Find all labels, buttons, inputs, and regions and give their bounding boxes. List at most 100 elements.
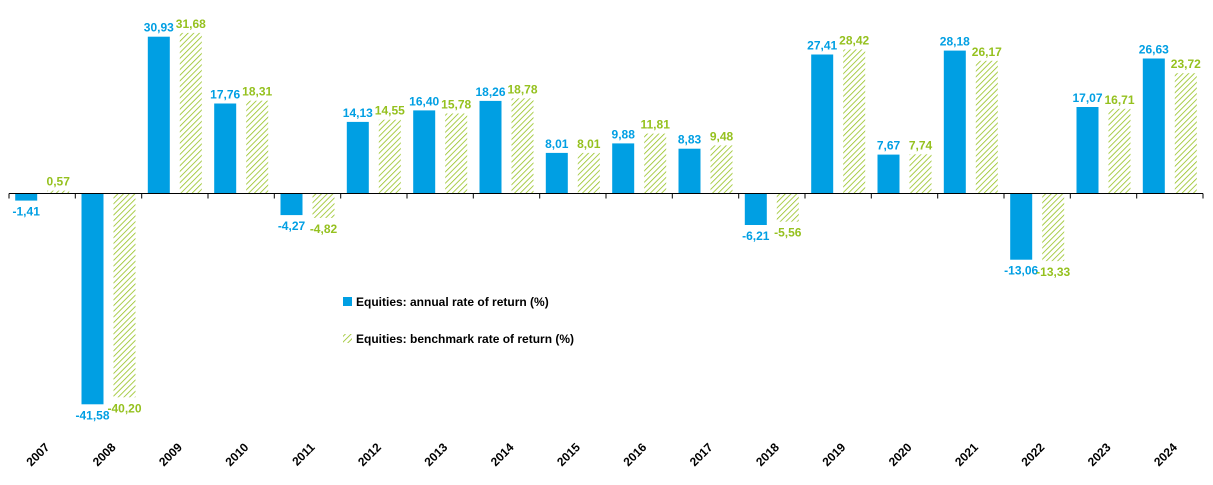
bar-annual-2007 [15, 193, 38, 201]
data-label-annual-2024: 26,63 [1139, 43, 1169, 57]
bar-annual-2011 [280, 193, 303, 216]
bar-benchmark-2012 [378, 119, 401, 194]
x-tick-label-2014: 2014 [488, 440, 517, 469]
bar-benchmark-2021 [975, 60, 998, 194]
data-label-benchmark-2014: 18,78 [507, 82, 537, 96]
data-label-benchmark-2019: 28,42 [839, 33, 869, 47]
bar-annual-2012 [346, 121, 369, 194]
bar-benchmark-2023 [1108, 108, 1131, 194]
x-tick-label-2011: 2011 [289, 440, 318, 469]
data-label-benchmark-2017: 9,48 [710, 129, 734, 143]
data-label-annual-2010: 17,76 [210, 88, 240, 102]
x-tick-label-2016: 2016 [621, 440, 650, 469]
bar-annual-2017 [678, 148, 701, 194]
bar-benchmark-2007 [47, 190, 70, 194]
data-label-annual-2022: -13,06 [1004, 264, 1038, 278]
data-label-benchmark-2023: 16,71 [1104, 93, 1134, 107]
x-tick-label-2010: 2010 [223, 440, 252, 469]
bar-benchmark-2008 [113, 193, 136, 398]
x-tick-label-2022: 2022 [1019, 440, 1048, 469]
data-label-annual-2007: -1,41 [13, 205, 41, 219]
data-label-benchmark-2013: 15,78 [441, 98, 471, 112]
bar-benchmark-2011 [312, 193, 335, 218]
legend: Equities: annual rate of return (%) Equi… [343, 295, 574, 346]
data-label-benchmark-2015: 8,01 [577, 137, 601, 151]
x-tick-label-2021: 2021 [952, 440, 981, 469]
legend-label-annual: Equities: annual rate of return (%) [356, 295, 549, 309]
bar-annual-2009 [147, 36, 170, 194]
value-labels: -1,41 0,57 -41,58-40,20 30,93 31,68 17,76 18,3… [13, 17, 1202, 422]
x-tick-label-2008: 2008 [90, 440, 119, 469]
x-tick-label-2009: 2009 [156, 440, 185, 469]
data-label-annual-2014: 18,26 [475, 85, 505, 99]
bar-benchmark-2016 [644, 133, 667, 194]
data-label-benchmark-2012: 14,55 [375, 104, 405, 118]
data-label-annual-2016: 9,88 [612, 127, 636, 141]
x-tick-label-2017: 2017 [687, 440, 716, 469]
data-label-benchmark-2022: -13,33 [1036, 265, 1070, 279]
data-label-benchmark-2024: 23,72 [1171, 57, 1201, 71]
bar-annual-2023 [1076, 107, 1099, 194]
bar-annual-2013 [413, 110, 436, 194]
data-label-annual-2023: 17,07 [1072, 91, 1102, 105]
data-label-benchmark-2007: 0,57 [47, 175, 71, 189]
bar-annual-2010 [214, 103, 237, 194]
bar-benchmark-2013 [445, 113, 468, 194]
bar-benchmark-2015 [577, 152, 600, 194]
bar-benchmark-2019 [843, 49, 866, 194]
x-axis [8, 193, 1204, 199]
x-tick-label-2023: 2023 [1085, 440, 1114, 469]
legend-swatch-annual [343, 297, 352, 306]
bar-annual-2016 [612, 143, 635, 194]
legend-swatch-benchmark [343, 334, 352, 343]
data-label-benchmark-2018: -5,56 [774, 226, 802, 240]
data-label-benchmark-2016: 11,81 [641, 118, 671, 132]
data-label-annual-2015: 8,01 [545, 137, 569, 151]
bar-annual-2022 [1010, 193, 1033, 260]
data-label-benchmark-2021: 26,17 [972, 45, 1002, 59]
bar-benchmark-2009 [179, 32, 202, 194]
data-label-annual-2018: -6,21 [742, 229, 770, 243]
bar-benchmark-2020 [909, 154, 932, 194]
bar-benchmark-2010 [246, 100, 269, 194]
x-tick-label-2015: 2015 [554, 440, 583, 469]
data-label-benchmark-2020: 7,74 [909, 138, 933, 152]
x-tick-label-2019: 2019 [820, 440, 849, 469]
x-tick-label-2024: 2024 [1151, 440, 1180, 469]
x-tick-label-2007: 2007 [24, 440, 53, 469]
data-label-benchmark-2008: -40,20 [107, 401, 141, 415]
data-label-annual-2008: -41,58 [75, 408, 109, 422]
data-label-benchmark-2009: 31,68 [176, 17, 206, 31]
data-label-annual-2019: 27,41 [807, 39, 837, 53]
bar-annual-2018 [744, 193, 767, 225]
bar-benchmark-2022 [1042, 193, 1065, 262]
data-label-annual-2009: 30,93 [144, 21, 174, 35]
data-label-annual-2011: -4,27 [278, 219, 306, 233]
bar-annual-2021 [943, 50, 966, 194]
bar-annual-2015 [545, 152, 568, 194]
bar-benchmark-2018 [776, 193, 799, 222]
legend-label-benchmark: Equities: benchmark rate of return (%) [356, 332, 574, 346]
bar-annual-2024 [1142, 58, 1165, 194]
bar-benchmark-2014 [511, 98, 534, 194]
x-tick-label-2020: 2020 [886, 440, 915, 469]
bar-annual-2020 [877, 154, 900, 194]
data-label-annual-2012: 14,13 [343, 106, 373, 120]
data-label-annual-2013: 16,40 [409, 94, 439, 108]
data-label-annual-2020: 7,67 [877, 139, 901, 153]
data-label-annual-2017: 8,83 [678, 133, 702, 147]
bar-annual-2008 [81, 193, 104, 405]
bars-layer [15, 32, 1197, 405]
x-tick-label-2018: 2018 [753, 440, 782, 469]
bar-annual-2019 [811, 54, 834, 194]
data-label-benchmark-2010: 18,31 [242, 85, 272, 99]
bar-benchmark-2024 [1174, 73, 1197, 194]
bar-annual-2014 [479, 100, 502, 194]
bar-benchmark-2017 [710, 145, 733, 194]
x-tick-labels: 2007 2008 2009 2010 2011 2012 2013 2014 2015 2016… [24, 440, 1181, 469]
data-label-benchmark-2011: -4,82 [310, 222, 338, 236]
x-tick-label-2012: 2012 [355, 440, 384, 469]
x-tick-label-2013: 2013 [422, 440, 451, 469]
data-label-annual-2021: 28,18 [940, 35, 970, 49]
